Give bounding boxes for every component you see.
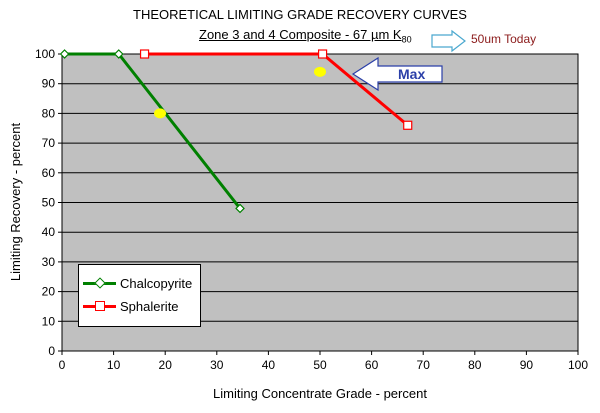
x-tick-label: 10 [107,358,121,372]
highlight-point [154,108,167,119]
data-point-chalcopyrite [59,49,70,59]
callout-arrow-icon [431,29,466,53]
series-layer [59,49,413,214]
y-tick-label: 30 [42,255,56,269]
subtitle-text: Zone 3 and 4 Composite - 67 µm K [199,27,402,42]
x-tick-label: 30 [210,358,224,372]
subtitle-subscript: 80 [401,34,412,45]
x-tick-label: 70 [417,358,431,372]
legend-swatch-chalcopyrite [83,277,116,289]
x-tick-label: 60 [365,358,379,372]
chart-title: THEORETICAL LIMITING GRADE RECOVERY CURV… [133,7,467,22]
y-tick-label: 60 [42,166,56,180]
x-axis-ticks: 0 10 20 30 40 50 60 70 80 90 100 [59,351,588,372]
y-axis-label: Limiting Recovery - percent [8,123,23,282]
y-tick-label: 100 [35,47,55,61]
y-tick-label: 0 [48,344,55,358]
legend-label-sphalerite: Sphalerite [120,298,179,314]
highlight-point [314,66,326,77]
data-point-sphalerite [139,49,150,59]
legend: Chalcopyrite Sphalerite [78,264,201,327]
legend-item-chalcopyrite: Chalcopyrite [83,273,192,293]
max-arrow-icon [351,56,443,92]
x-tick-label: 50 [313,358,327,372]
y-tick-label: 20 [42,285,56,299]
y-axis-ticks: 0 10 20 30 40 50 60 70 80 90 100 [35,47,62,358]
max-label: Max [398,66,426,82]
legend-label-chalcopyrite: Chalcopyrite [120,275,193,291]
x-tick-label: 90 [520,358,534,372]
x-tick-label: 100 [568,358,588,372]
chart-subtitle: Zone 3 and 4 Composite - 67 µm K80 [199,27,412,45]
y-tick-label: 70 [42,136,56,150]
x-tick-label: 0 [59,358,66,372]
y-tick-label: 50 [42,196,56,210]
y-tick-label: 10 [42,314,56,328]
highlight-layer [154,66,326,119]
data-point-chalcopyrite [113,49,124,59]
x-tick-label: 40 [262,358,276,372]
data-point-sphalerite [403,120,413,130]
data-point-sphalerite [317,49,328,59]
callout-text: 50um Today [471,32,537,46]
x-tick-label: 80 [468,358,482,372]
y-tick-label: 80 [42,106,56,120]
y-tick-label: 40 [42,225,56,239]
x-tick-label: 20 [159,358,173,372]
x-axis-label: Limiting Concentrate Grade - percent [213,386,427,401]
y-tick-label: 90 [42,77,56,91]
legend-item-sphalerite: Sphalerite [83,296,179,316]
data-point-chalcopyrite [235,203,245,214]
legend-swatch-sphalerite [83,300,116,312]
